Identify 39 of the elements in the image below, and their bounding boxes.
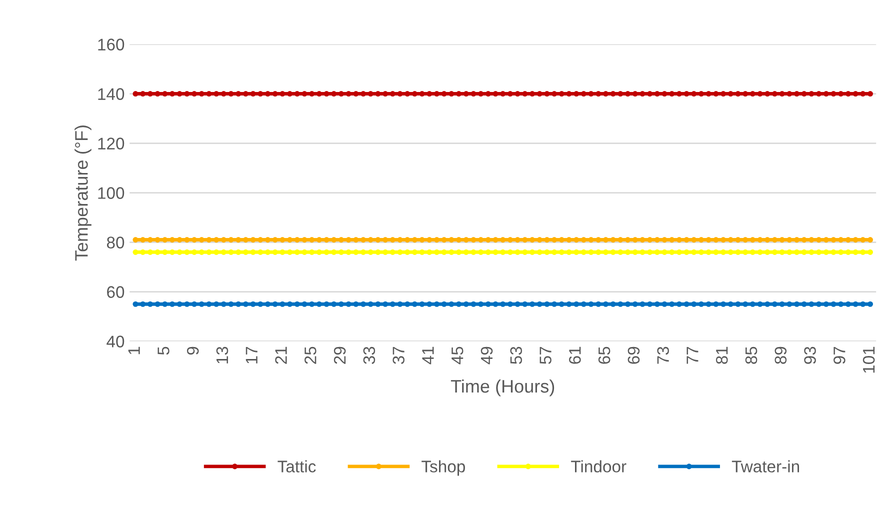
y-tick-label: 40 [106, 336, 124, 348]
x-tick-label: 37 [392, 346, 404, 364]
x-tick-label: 33 [363, 346, 376, 364]
x-tick-label: 89 [774, 346, 787, 364]
x-tick-label: 5 [158, 346, 170, 355]
x-tick-label: 81 [716, 346, 728, 364]
x-tick-label: 65 [598, 346, 610, 364]
x-tick-label: 93 [804, 346, 816, 364]
x-tick-label: 57 [540, 346, 552, 364]
y-tick-label: 80 [106, 236, 124, 248]
x-tick-label: 77 [686, 346, 698, 364]
x-tick-label: 29 [334, 346, 346, 364]
x-axis-title: Time (Hours) [450, 379, 554, 396]
x-tick-label: 41 [422, 346, 434, 364]
x-tick-label: 53 [510, 346, 522, 364]
x-tick-label: 73 [657, 346, 669, 364]
x-tick-label: 61 [569, 346, 581, 364]
legend-label: Tattic [278, 460, 316, 472]
y-tick-label: 60 [107, 286, 124, 298]
legend-label: Tindoor [571, 460, 626, 472]
legend-label: Tshop [422, 460, 465, 476]
x-tick-label: 25 [304, 346, 316, 364]
y-tick-label: 160 [98, 38, 124, 50]
x-tick-label: 9 [186, 346, 199, 355]
x-tick-label: 21 [275, 346, 287, 364]
y-tick-label: 140 [98, 88, 124, 100]
x-tick-label: 13 [216, 346, 228, 364]
x-tick-label: 49 [480, 346, 493, 364]
x-tick-label: 1 [128, 346, 140, 354]
x-tick-label: 97 [834, 346, 846, 364]
x-tick-label: 85 [745, 346, 758, 364]
y-tick-label: 120 [98, 138, 124, 150]
x-tick-label: 17 [246, 346, 258, 364]
x-tick-label: 101 [862, 346, 875, 373]
y-tick-label: 100 [98, 187, 124, 199]
x-tick-label: 45 [452, 346, 464, 364]
x-tick-label: 69 [628, 346, 640, 364]
legend-label: Twater-in [732, 460, 800, 472]
y-axis-title: Temperature (°F) [74, 126, 92, 261]
